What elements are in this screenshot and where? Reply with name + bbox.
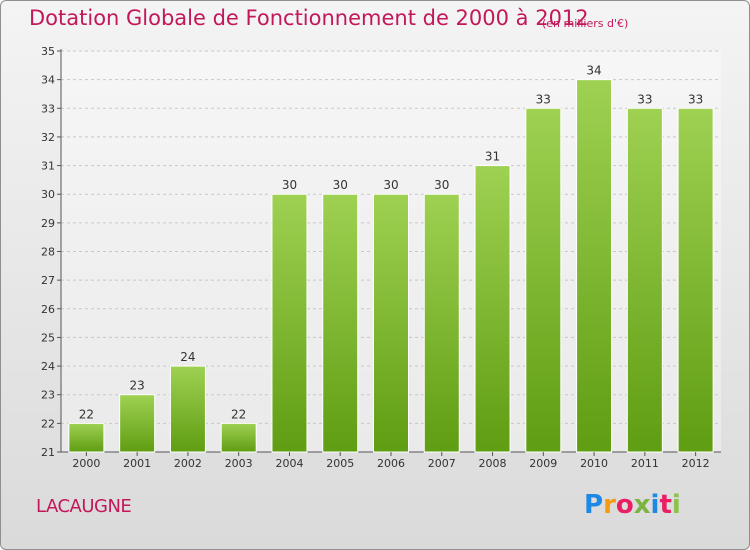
data-label: 30 (383, 178, 398, 192)
x-tick-label: 2006 (377, 457, 405, 470)
bar (322, 193, 359, 453)
commune-name: LACAUGNE (36, 496, 132, 517)
bar (271, 193, 308, 453)
bar (220, 422, 257, 453)
brand-letter: o (615, 490, 634, 520)
bar (626, 107, 663, 453)
data-label: 33 (637, 92, 652, 106)
x-tick-label: 2002 (174, 457, 202, 470)
y-tick-label: 26 (41, 303, 55, 316)
proxiti-logo: Proxiti (584, 490, 681, 520)
bar (474, 165, 511, 453)
y-tick-label: 32 (41, 131, 55, 144)
y-tick-label: 21 (41, 446, 55, 459)
x-tick-label: 2007 (428, 457, 456, 470)
y-tick-label: 31 (41, 160, 55, 173)
brand-letter: x (633, 490, 651, 520)
x-tick-label: 2010 (580, 457, 608, 470)
bar (525, 107, 562, 453)
x-tick-label: 2000 (72, 457, 100, 470)
chart-title: Dotation Globale de Fonctionnement de 20… (29, 6, 589, 30)
data-label: 30 (333, 178, 348, 192)
y-tick-label: 25 (41, 331, 55, 344)
x-tick-label: 2008 (479, 457, 507, 470)
data-label: 24 (180, 350, 195, 364)
brand-letter: P (584, 490, 604, 520)
bar (68, 422, 105, 453)
x-tick-label: 2003 (225, 457, 253, 470)
data-label: 33 (688, 92, 703, 106)
bar (576, 79, 613, 453)
brand-letter: i (650, 490, 660, 520)
brand-letter: t (659, 490, 672, 520)
x-tick-label: 2001 (123, 457, 151, 470)
y-tick-label: 24 (41, 360, 55, 373)
data-label: 23 (130, 379, 145, 393)
x-tick-label: 2011 (631, 457, 659, 470)
x-tick-label: 2012 (682, 457, 710, 470)
y-tick-label: 28 (41, 246, 55, 259)
y-tick-label: 30 (41, 188, 55, 201)
brand-letter: i (671, 490, 681, 520)
x-tick-label: 2009 (529, 457, 557, 470)
data-label: 33 (536, 92, 551, 106)
data-label: 30 (282, 178, 297, 192)
bar (423, 193, 460, 453)
data-label: 31 (485, 150, 500, 164)
brand-letter: r (603, 490, 616, 520)
data-label: 30 (434, 178, 449, 192)
y-tick-label: 22 (41, 417, 55, 430)
y-tick-label: 35 (41, 45, 55, 58)
x-tick-label: 2005 (326, 457, 354, 470)
bar (119, 394, 156, 453)
bar (373, 193, 409, 453)
data-label: 22 (231, 407, 246, 421)
bar (677, 107, 714, 453)
x-tick-label: 2004 (275, 457, 303, 470)
y-tick-label: 34 (41, 74, 55, 87)
y-tick-label: 29 (41, 217, 55, 230)
data-label: 34 (586, 64, 601, 78)
y-tick-label: 27 (41, 274, 55, 287)
bar (169, 365, 206, 453)
data-label: 22 (79, 407, 94, 421)
chart-subtitle: (en milliers d'€) (542, 17, 629, 30)
y-tick-label: 23 (41, 389, 55, 402)
y-tick-label: 33 (41, 102, 55, 115)
